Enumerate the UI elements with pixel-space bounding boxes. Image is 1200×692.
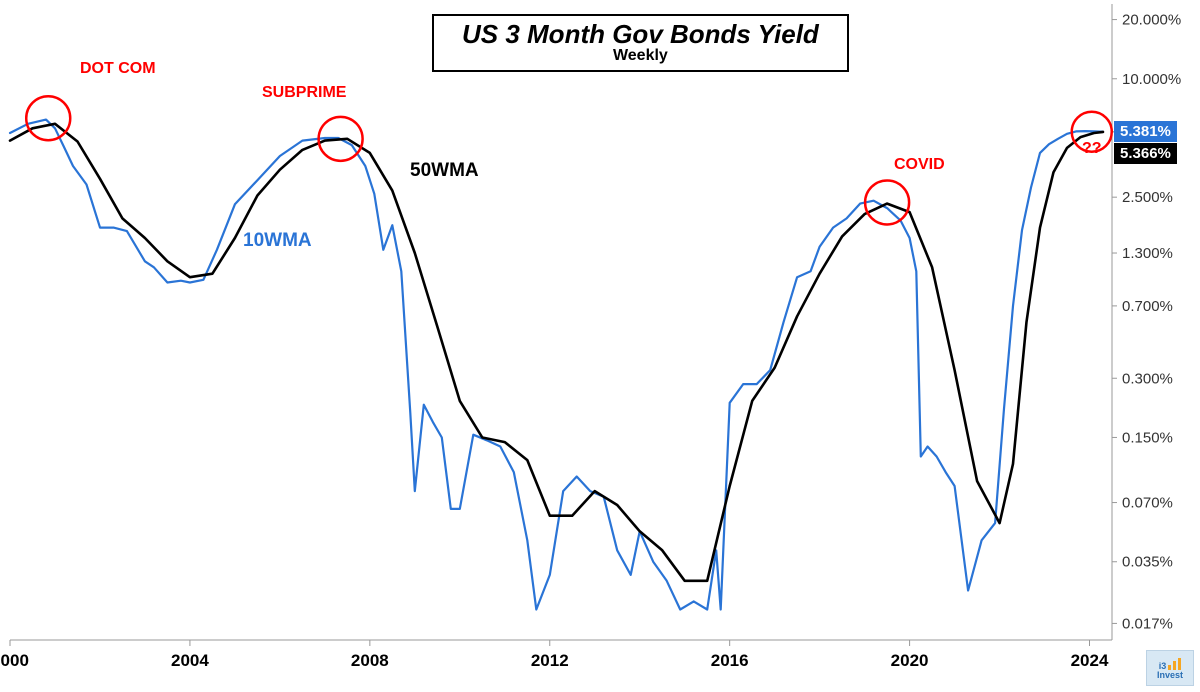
x-tick-label: 2016: [711, 651, 749, 670]
series-label-50wma: 50WMA: [410, 160, 479, 182]
chart-title-box: US 3 Month Gov Bonds Yield Weekly: [432, 14, 849, 72]
chart-title: US 3 Month Gov Bonds Yield: [462, 20, 819, 49]
x-tick-label: 2008: [351, 651, 389, 670]
watermark-logo: i3 Invest: [1146, 650, 1194, 686]
y-tick-label: 0.300%: [1122, 370, 1173, 387]
event-label: ??: [1082, 140, 1102, 158]
chart-root: 20.000% 10.000% 5.381% 2.500% 1.300% 0.700% 0.…: [0, 0, 1200, 692]
event-label: COVID: [894, 156, 945, 174]
event-label: DOT COM: [80, 60, 156, 78]
x-tick-label: 2024: [1071, 651, 1109, 670]
y-tick-label: 0.035%: [1122, 554, 1173, 571]
y-tick-label: 20.000%: [1122, 12, 1181, 29]
watermark-bars-icon: [1168, 658, 1181, 670]
x-tick-label: 2012: [531, 651, 569, 670]
chart-subtitle: Weekly: [462, 47, 819, 65]
y-tick-label: 1.300%: [1122, 245, 1173, 262]
event-circle-dotcom: [26, 96, 70, 140]
x-tick-label: 2000: [0, 651, 29, 670]
series-label-10wma: 10WMA: [243, 230, 312, 252]
x-tick-label: 2020: [891, 651, 929, 670]
chart-svg: 20.000% 10.000% 5.381% 2.500% 1.300% 0.700% 0.…: [0, 0, 1200, 692]
value-flag: 5.381%: [1114, 121, 1177, 142]
y-tick-label: 0.700%: [1122, 298, 1173, 315]
y-tick-label: 0.017%: [1122, 615, 1173, 632]
event-label: SUBPRIME: [262, 84, 346, 102]
watermark-line2: Invest: [1157, 671, 1183, 680]
y-tick-label: 0.070%: [1122, 495, 1173, 512]
y-tick-label: 0.150%: [1122, 429, 1173, 446]
value-flag: 5.366%: [1114, 143, 1177, 164]
x-tick-label: 2004: [171, 651, 209, 670]
y-tick-label: 10.000%: [1122, 71, 1181, 88]
series-line-10wma: [10, 120, 1103, 610]
y-tick-label: 2.500%: [1122, 189, 1173, 206]
series-line-50wma: [10, 124, 1103, 581]
